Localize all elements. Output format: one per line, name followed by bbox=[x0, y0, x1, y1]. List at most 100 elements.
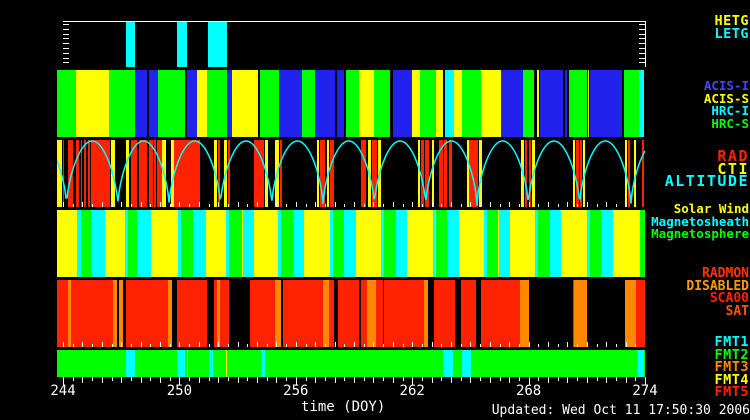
x-axis-tick bbox=[392, 377, 394, 383]
band-tick bbox=[189, 344, 191, 347]
segment bbox=[359, 280, 361, 347]
segment bbox=[640, 210, 645, 277]
x-axis-tick bbox=[499, 377, 501, 381]
segment bbox=[75, 140, 79, 207]
label-magnetosphere: Magnetosphere bbox=[651, 226, 749, 241]
band-tick bbox=[266, 344, 268, 347]
x-axis-tick bbox=[577, 377, 579, 381]
segment bbox=[280, 280, 283, 347]
band-tick bbox=[169, 344, 171, 347]
segment bbox=[67, 280, 72, 347]
segment bbox=[445, 70, 454, 137]
segment bbox=[573, 280, 587, 347]
segment bbox=[469, 140, 478, 207]
band-tick bbox=[237, 342, 239, 347]
band-tick bbox=[257, 342, 258, 347]
band-tick bbox=[286, 344, 288, 347]
segment bbox=[109, 70, 135, 137]
label-hetg: HETG bbox=[714, 13, 749, 29]
segment bbox=[587, 70, 590, 137]
segment bbox=[329, 210, 333, 277]
band-tick bbox=[538, 204, 540, 207]
band-tick bbox=[295, 342, 297, 347]
band-tick bbox=[334, 342, 336, 347]
segment bbox=[242, 210, 254, 277]
x-axis-tick bbox=[518, 377, 520, 381]
band-tick bbox=[63, 33, 69, 35]
segment bbox=[281, 210, 293, 277]
band-tick bbox=[179, 342, 181, 347]
segment bbox=[625, 280, 637, 347]
segment bbox=[420, 140, 425, 207]
x-axis-tick bbox=[324, 377, 326, 381]
segment bbox=[123, 280, 126, 347]
band-tick bbox=[140, 202, 142, 207]
band-instruments bbox=[57, 70, 645, 137]
x-axis-tick bbox=[606, 377, 608, 383]
band-tick bbox=[237, 202, 239, 207]
band-tick bbox=[441, 344, 443, 347]
segment bbox=[176, 350, 185, 377]
x-axis-tick bbox=[363, 377, 365, 381]
segment bbox=[181, 210, 193, 277]
label-magnetosheath: Magnetosheath bbox=[651, 213, 749, 229]
segment bbox=[218, 140, 221, 207]
segment bbox=[453, 70, 462, 137]
x-axis-tick bbox=[101, 377, 103, 383]
x-axis-tick bbox=[489, 377, 491, 383]
segment bbox=[540, 70, 564, 137]
segment bbox=[275, 280, 281, 347]
band-tick bbox=[639, 48, 645, 49]
segment bbox=[137, 210, 151, 277]
band-tick bbox=[218, 202, 220, 207]
x-axis-tick bbox=[227, 377, 229, 381]
band-tick bbox=[615, 344, 617, 347]
band-tick bbox=[392, 202, 394, 207]
band-tick bbox=[276, 342, 278, 347]
band-tick bbox=[63, 342, 64, 347]
x-axis-tick bbox=[480, 377, 482, 381]
segment bbox=[466, 140, 469, 207]
band-tick bbox=[63, 57, 69, 59]
band-tick bbox=[480, 344, 482, 347]
band-tick bbox=[596, 344, 598, 347]
band-tick bbox=[363, 344, 365, 347]
segment bbox=[301, 70, 316, 137]
band-tick bbox=[451, 342, 452, 347]
band-tick bbox=[160, 342, 161, 347]
x-axis-tick bbox=[334, 377, 336, 383]
segment bbox=[382, 280, 385, 347]
segment bbox=[76, 70, 109, 137]
segment bbox=[80, 210, 92, 277]
x-axis-tick bbox=[625, 377, 627, 383]
segment bbox=[435, 70, 444, 137]
segment bbox=[435, 210, 448, 277]
segment bbox=[329, 140, 334, 207]
label-radmon: RADMON bbox=[702, 266, 749, 281]
segment bbox=[62, 140, 65, 207]
segment bbox=[91, 210, 105, 277]
band-tick bbox=[227, 344, 229, 347]
x-axis-tick bbox=[237, 377, 239, 383]
segment bbox=[87, 140, 91, 207]
band-tick bbox=[606, 342, 608, 347]
segment bbox=[524, 140, 527, 207]
band-tick bbox=[606, 202, 608, 207]
plot-frame-right bbox=[645, 21, 646, 67]
band-tick bbox=[499, 204, 501, 207]
segment bbox=[529, 280, 574, 347]
label-acis-i: ACIS-I bbox=[703, 78, 749, 93]
band-tick bbox=[639, 52, 645, 54]
segment bbox=[486, 210, 499, 277]
segment bbox=[158, 70, 185, 137]
x-axis-tick bbox=[528, 377, 530, 385]
band-tick bbox=[586, 342, 588, 347]
band-tick bbox=[528, 202, 530, 207]
band-tick bbox=[577, 204, 579, 207]
x-axis-tick bbox=[63, 377, 64, 385]
x-axis-tick bbox=[460, 377, 462, 381]
band-tick bbox=[295, 202, 297, 207]
band-tick bbox=[412, 202, 414, 207]
x-axis-tick bbox=[421, 377, 423, 381]
band-tick bbox=[412, 342, 414, 347]
